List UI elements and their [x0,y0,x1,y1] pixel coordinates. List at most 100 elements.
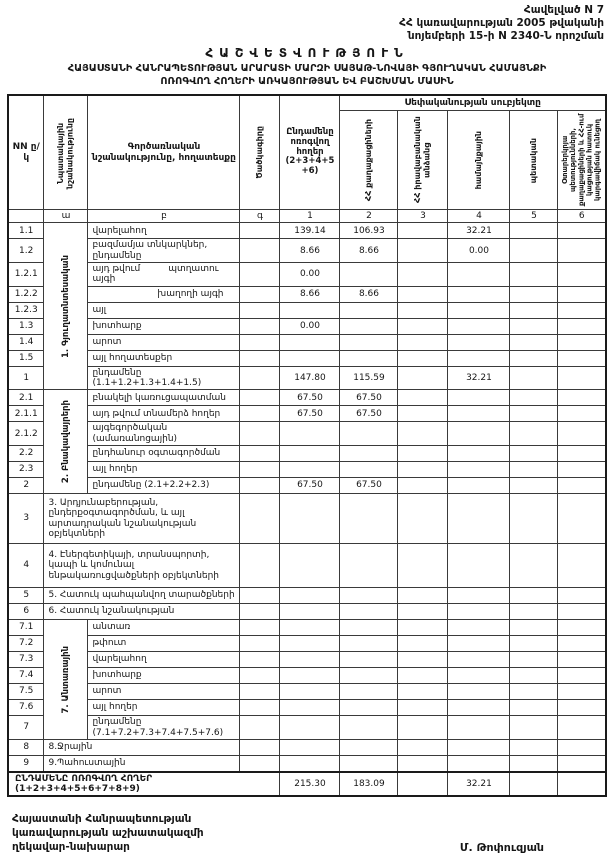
row-number-cell: 2.1 [7,389,45,407]
land-type-cell: ընդհանուր օգտագործման [87,445,241,463]
value-cell [557,543,607,589]
row-number-cell: 2.1.1 [7,405,45,423]
land-category-cell: 5. Հատուկ պահպանվող տարածքների [43,587,241,605]
value-cell [557,389,607,407]
value-cell: 8.66 [279,238,341,264]
value-cell [339,445,399,463]
grand-total-value-3 [397,770,449,797]
code-cell [239,477,281,495]
value-cell [557,445,607,463]
value-cell [397,317,449,335]
value-cell [447,683,511,701]
value-cell [279,493,341,545]
value-cell [557,651,607,669]
land-type-label: անտառ [92,622,131,633]
value-cell [509,365,559,391]
value-cell [509,699,559,717]
land-type-cell: բազմամյա տնկարկներ, ընդամենը [87,238,241,264]
section-label: 2. Բնակավայրերի [60,400,71,484]
code-cell [239,755,281,773]
row-number-cell: 1.2.1 [7,262,45,287]
value-cell [397,715,449,741]
value-cell [397,238,449,264]
report-subtitle-line-1: ՀԱՅԱՍՏԱՆԻ ՀԱՆՐԱՊԵՏՈՒԹՅԱՆ ԱՐԱՐԱՏԻ ՄԱՐԶԻ Ս… [67,63,547,75]
label-prefix: այդ թվում [92,264,141,275]
value-cell [447,461,511,479]
value-cell [509,389,559,407]
value-cell [279,715,341,741]
table-row: 2.1 2. Բնակավայրերի բնակելի կառուցապատման 6… [7,389,607,495]
value-cell [339,651,399,669]
row-number-cell: 7.3 [7,651,45,669]
col-header-foreign-label: Օտարերկրյա պետությունների, քաղաքացիների … [561,114,602,207]
value-cell [339,739,399,757]
land-type-label: խոտհարք [92,321,142,332]
value-cell [509,238,559,264]
row-number-cell: 1.1 [7,222,45,240]
value-cell [447,603,511,621]
row-number-cell: 1.5 [7,349,45,367]
value-cell [447,349,511,367]
value-cell [339,715,399,741]
land-category-cell: 9.Պահուստային [43,755,241,773]
row-number-cell: 7 [7,715,45,741]
header-row-1: NN ը/կ Նպատակային նշանակությունը Գործառն… [7,94,607,211]
land-type-cell: վարելահող [87,651,241,669]
table-row: 1.2.1 այդ թվում պտղատու այգի 0.00 [7,262,607,287]
index-cell-g: գ [239,209,281,224]
index-cell-3: 3 [397,209,449,224]
table-row: 6 6. Հատուկ նշանակության [7,603,607,621]
value-cell [339,461,399,479]
land-type-cell: այգեգործական (ամառանոցային) [87,421,241,447]
value-cell: 106.93 [339,222,399,240]
value-cell [339,543,399,589]
value-cell [509,317,559,335]
value-cell [557,603,607,621]
value-cell [509,222,559,240]
value-cell [509,667,559,685]
value-cell: 0.00 [279,262,341,287]
value-cell: 32.21 [447,222,511,240]
signer-title-line-1: Հայաստանի Հանրապետության [12,813,192,826]
land-type-label: այդ թվում տնամերձ հողեր [92,408,221,419]
row-number-cell: 1.4 [7,333,45,351]
land-type-label: բնակելի կառուցապատման [92,392,226,403]
value-cell [397,493,449,545]
table-row: 5 5. Հատուկ պահպանվող տարածքների [7,587,607,605]
value-cell [509,739,559,757]
table-row: 2.2 ընդհանուր օգտագործման [7,445,607,463]
row-number-cell: 1 [7,365,45,391]
value-cell: 67.50 [279,405,341,423]
value-cell [557,317,607,335]
grand-total-label: ԸՆԴԱՄԵՆԸ ՈՌՈԳՎՈՂ ՀՈՂԵՐ (1+2+3+4+5+6+7+8+… [7,770,281,797]
row-number-cell: 7.2 [7,635,45,653]
land-category-cell: 3. Արդյունաբերության, ընդերքօգտագործման,… [43,493,241,545]
code-cell [239,389,281,407]
land-type-cell: արոտ [87,333,241,351]
value-cell [557,667,607,685]
table-row: 7.6 այլ հողեր [7,699,607,717]
table-row: 2.1.2 այգեգործական (ամառանոցային) [7,421,607,447]
value-cell [279,635,341,653]
value-cell [397,285,449,303]
land-type-cell: արոտ [87,683,241,701]
row-number-cell: 7.5 [7,683,45,701]
land-type-cell: այլ հողեր [87,461,241,479]
appendix-line-2: ՀՀ կառավարության 2005 թվականի [399,17,604,30]
land-category-cell: 4. Էներգետիկայի, տրանսպորտի, կապի և կոմո… [43,543,241,589]
value-cell: 0.00 [279,317,341,335]
section-cell: 1. Գյուղատնտեսական [43,222,89,391]
code-cell [239,699,281,717]
value-cell [509,349,559,367]
value-cell [509,543,559,589]
value-cell [339,635,399,653]
code-cell [239,739,281,757]
index-cell-4: 4 [447,209,511,224]
land-category-cell: 6. Հատուկ նշանակության [43,603,241,621]
value-cell [447,445,511,463]
value-cell: 8.66 [279,285,341,303]
land-type-cell: այդ թվում տնամերձ հողեր [87,405,241,423]
section-label: 1. Գյուղատնտեսական [60,254,71,358]
grand-total-row: ԸՆԴԱՄԵՆԸ ՈՌՈԳՎՈՂ ՀՈՂԵՐ (1+2+3+4+5+6+7+8+… [7,770,607,797]
value-cell [509,651,559,669]
